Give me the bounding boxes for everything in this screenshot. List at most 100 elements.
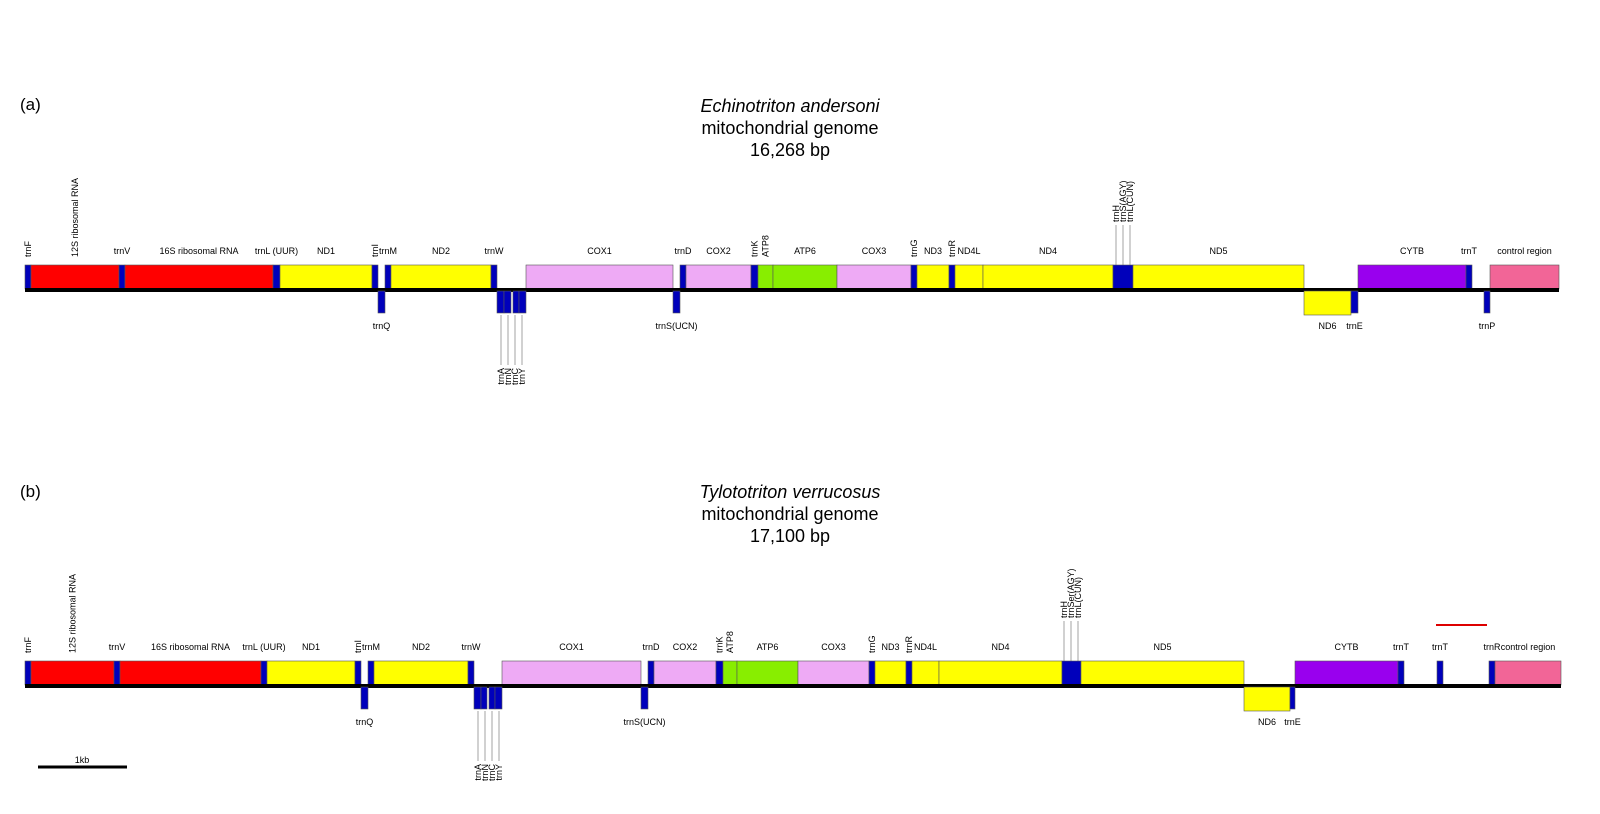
gene-block-cox1 [525,264,674,290]
gene-block-12s [30,660,115,686]
gene-block-cox2 [653,660,717,686]
gene-label: trnL (UUR) [242,642,285,652]
gene-block-control [1489,264,1560,290]
gene-label: ND1 [317,246,335,256]
gene-label: trnC [510,368,520,386]
gene-label: ND2 [432,246,450,256]
gene-label: trnY [494,764,504,781]
gene-block-trnn [503,290,512,314]
gene-block-atp8 [757,264,774,290]
gene-block-trnd [679,264,687,290]
gene-label: trnSer(AGY) [1066,568,1076,618]
gene-block-trne [1289,686,1296,710]
gene-label: COX2 [673,642,698,652]
gene-label: COX1 [587,246,612,256]
gene-label: trnR [947,239,957,257]
gene-block-cytb [1357,264,1467,290]
gene-block-nd1 [279,264,373,290]
gene-label: 16S ribosomal RNA [159,246,238,256]
gene-block-16s [119,660,262,686]
genome-backbone [25,684,1561,688]
gene-block-trnp [1483,290,1491,314]
gene-block-trnhsl [1112,264,1134,290]
gene-block-trnm [384,264,392,290]
gene-label: control region [1501,642,1556,652]
gene-label: trnE [1346,321,1363,331]
gene-block-trne [1350,290,1359,314]
gene-block-trnk [715,660,724,686]
gene-label: trnT [1393,642,1410,652]
genome-subtitle: mitochondrial genome [701,118,879,138]
gene-block-cox3 [836,264,912,290]
gene-block-12s [30,264,120,290]
gene-block-nd1 [266,660,356,686]
gene-label: trnD [674,246,692,256]
gene-block-nd6 [1303,290,1352,316]
panel-title-b: Tylototriton verrucosus mitochondrial ge… [590,481,990,547]
gene-label: trnK [715,636,725,653]
gene-label: trnT [1432,642,1449,652]
gene-label: ND4L [957,246,980,256]
gene-block-trny [494,686,503,710]
gene-block-trnf [24,660,32,686]
gene-block-trnw [490,264,498,290]
gene-label: trnA [496,368,506,385]
gene-block-trnv [118,264,126,290]
gene-label: trnN [503,368,513,385]
gene-label: trnM [379,246,397,256]
gene-label: trnR [904,635,914,653]
gene-label: trnA [473,764,483,781]
gene-block-nd4 [938,660,1063,686]
gene-label: ND3 [881,642,899,652]
gene-label: ATP6 [794,246,816,256]
gene-block-cox1 [501,660,642,686]
gene-label: ND6 [1318,321,1336,331]
gene-label: ND4 [1039,246,1057,256]
gene-label: trnF [23,240,33,257]
gene-block-trnhsl [1061,660,1082,686]
gene-block-trnv [113,660,121,686]
gene-block-nd4 [982,264,1114,290]
gene-label: ND4 [991,642,1009,652]
gene-label: trnF [23,636,33,653]
gene-label: CYTB [1334,642,1358,652]
gene-block-trng [868,660,876,686]
gene-label: ND1 [302,642,320,652]
gene-label: COX3 [821,642,846,652]
gene-label: COX3 [862,246,887,256]
gene-block-trny [518,290,527,314]
gene-block-nd2 [373,660,469,686]
gene-block-trnr [948,264,956,290]
species-name: Echinotriton andersoni [700,96,880,116]
gene-block-trnn [480,686,488,710]
gene-label: COX2 [706,246,731,256]
gene-block-trns [640,686,649,710]
gene-block-trnq [377,290,386,314]
gene-block-trni [354,660,362,686]
gene-block-nd6 [1243,686,1291,712]
gene-block-cox3 [797,660,870,686]
gene-block-nd4l [911,660,940,686]
gene-label: 12S ribosomal RNA [70,178,80,257]
species-name: Tylototriton verrucosus [699,482,881,502]
gene-block-trnq [360,686,369,710]
gene-label: trnS(UCN) [624,717,666,727]
genome-backbone [25,288,1559,292]
gene-block-atp6 [772,264,838,290]
gene-block-trng [910,264,918,290]
gene-block-atp6 [736,660,799,686]
panel-label-b: (b) [20,482,41,501]
gene-block-trnf [24,264,32,290]
gene-block-nd4l [954,264,984,290]
gene-block-trnd [647,660,655,686]
genome-subtitle: mitochondrial genome [701,504,879,524]
gene-label: trnY [517,368,527,385]
gene-label: trnI [353,640,363,653]
gene-block-trnm [367,660,375,686]
gene-block-nd3 [916,264,950,290]
genome-size: 16,268 bp [749,140,831,160]
gene-label: trnL (UUR) [255,246,298,256]
gene-block-trnt [1397,660,1405,686]
